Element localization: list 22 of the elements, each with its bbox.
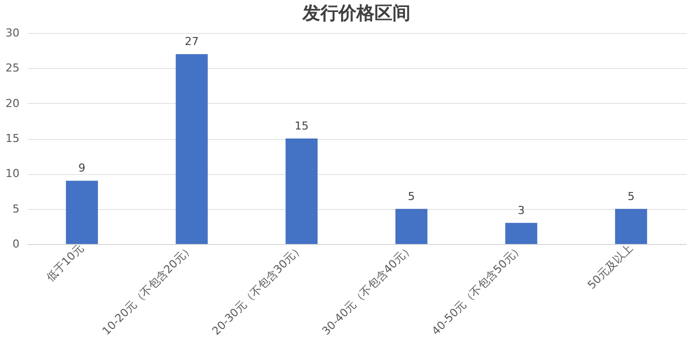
y-tick-label: 10 xyxy=(6,167,20,180)
bar xyxy=(66,180,98,244)
y-tick-label: 25 xyxy=(6,62,20,75)
bar xyxy=(615,208,648,244)
bar xyxy=(286,138,318,244)
data-label: 3 xyxy=(518,204,525,217)
chart-title: 发行价格区间 xyxy=(302,3,410,24)
data-label: 15 xyxy=(294,120,309,132)
x-tick-label: 50元及以上 xyxy=(585,242,636,292)
data-label: 27 xyxy=(184,35,199,48)
data-label: 5 xyxy=(628,190,635,203)
y-tick-label: 5 xyxy=(12,202,20,216)
data-label: 9 xyxy=(78,162,86,175)
y-tick-label: 20 xyxy=(6,96,20,110)
y-tick-label: 30 xyxy=(6,26,20,40)
y-tick-label: 0 xyxy=(12,238,20,250)
data-label: 5 xyxy=(408,190,415,203)
y-tick-label: 15 xyxy=(6,132,20,145)
x-tick-label: 低于10元 xyxy=(44,242,86,284)
bar xyxy=(505,222,538,244)
bar xyxy=(395,208,428,244)
bar xyxy=(176,54,208,244)
